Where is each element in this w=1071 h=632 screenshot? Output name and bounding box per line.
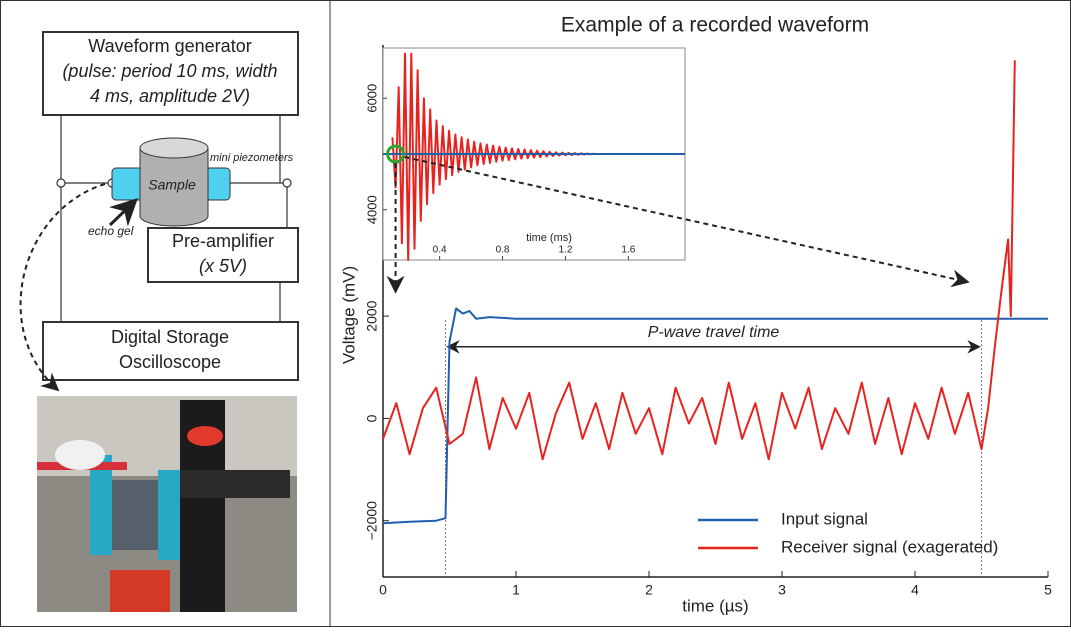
y-tick-label: −2000	[364, 501, 380, 541]
y-tick-label: 4000	[364, 195, 379, 224]
wires	[60, 103, 288, 340]
oscilloscope-box	[42, 321, 299, 381]
generator-title: Waveform generator	[88, 36, 251, 56]
highlight-circle	[386, 144, 406, 164]
inset-chart: 0.4 0.8 1.2 1.6 4000 6000 time (ms)	[364, 47, 970, 294]
x-tick-label: 4	[911, 582, 919, 598]
x-tick-label: 0	[379, 582, 387, 598]
generator-box	[42, 31, 299, 116]
legend-label: Receiver signal (exagerated)	[781, 537, 998, 556]
y-axis-label: Voltage (mV)	[339, 266, 358, 364]
echo-gel-label: echo gel	[88, 224, 134, 238]
photo-arrow	[19, 183, 106, 392]
generator-spec: (pulse: period 10 ms, width	[62, 61, 277, 81]
x-tick-label: 0.4	[433, 245, 447, 256]
sample-top	[139, 137, 209, 159]
legend-label: Input signal	[781, 509, 868, 528]
photo	[37, 396, 297, 612]
preamp-gain: (x 5V)	[199, 256, 247, 276]
x-tick-label: 0.8	[496, 245, 510, 256]
x-tick-label: 1.6	[621, 245, 635, 256]
x-tick-label: 2	[645, 582, 653, 598]
y-tick-label: 6000	[364, 84, 379, 113]
preamp-title: Pre-amplifier	[172, 231, 274, 251]
echo-gel-arrow	[108, 198, 138, 227]
x-tick-label: 3	[778, 582, 786, 598]
x-tick-label: 1.2	[559, 245, 573, 256]
series-line	[382, 307, 1048, 525]
oscilloscope-label: Oscilloscope	[119, 352, 221, 372]
oscilloscope-label: Digital Storage	[111, 327, 229, 347]
sample-cylinder	[139, 148, 209, 227]
x-tick-label: 5	[1044, 582, 1052, 598]
y-tick-label: 0	[364, 414, 380, 422]
zoom-arrow	[404, 156, 970, 288]
setup-diagram: Waveform generator (pulse: period 10 ms,…	[19, 31, 299, 612]
x-axis-label: time (µs)	[682, 596, 748, 615]
piezometer-label: mini piezometers	[210, 152, 294, 164]
sample-label: Sample	[148, 177, 196, 193]
preamp-box	[147, 227, 299, 283]
annotation: P-wave travel time	[648, 324, 780, 341]
chart-title: Example of a recorded waveform	[561, 14, 869, 37]
piezometer	[111, 167, 145, 201]
generator-spec: 4 ms, amplitude 2V)	[90, 86, 250, 106]
x-axis-label: time (ms)	[526, 232, 572, 244]
y-tick-label: 2000	[364, 300, 380, 331]
series-line	[382, 60, 1016, 461]
x-tick-label: 1	[512, 582, 520, 598]
main-chart: 0 1 2 3 4 5 −2000 0 2000 time (µs) Voltage (mV) P-w…	[339, 45, 1052, 615]
